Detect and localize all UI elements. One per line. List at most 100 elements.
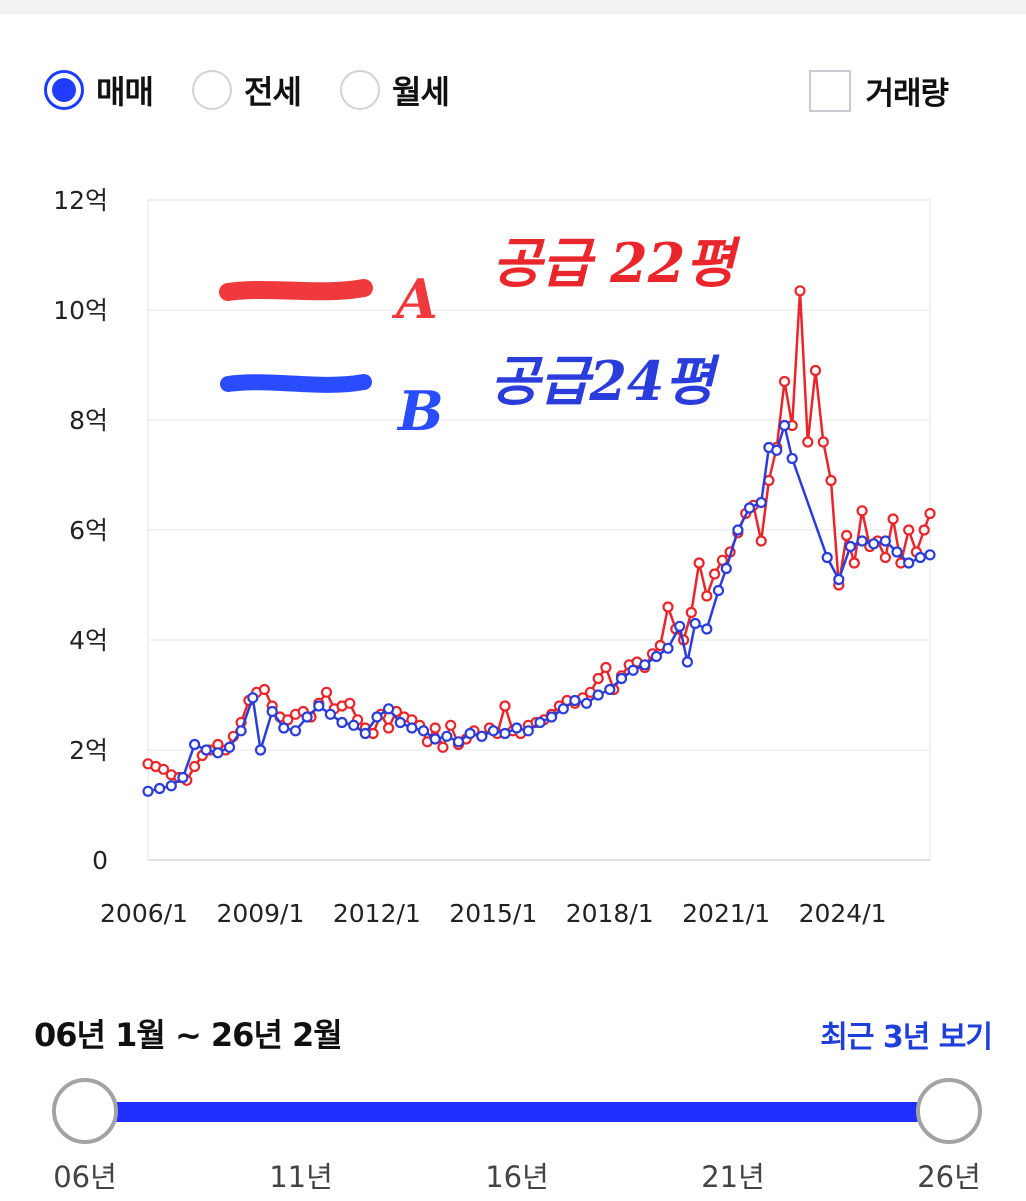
data-point bbox=[223, 741, 236, 753]
slider-year-label: 06년 bbox=[53, 1160, 117, 1194]
radio-monthly-rent-label: 월세 bbox=[392, 73, 450, 111]
data-point bbox=[359, 727, 371, 740]
price-line-chart: 0 2억 4억 6억 8억 10억 12억 2006/1 2009/1 2012/1 2015/1 2… bbox=[53, 186, 936, 928]
slider-year-label: 11년 bbox=[269, 1160, 333, 1194]
radio-sale-label: 매매 bbox=[96, 73, 154, 111]
date-range-slider[interactable] bbox=[52, 1078, 982, 1148]
data-point bbox=[771, 444, 783, 456]
data-point bbox=[142, 785, 154, 797]
data-point bbox=[200, 744, 212, 756]
data-point bbox=[592, 689, 604, 701]
data-point bbox=[681, 656, 694, 668]
data-point bbox=[522, 725, 534, 737]
data-point bbox=[487, 725, 499, 737]
status-bar-strip bbox=[0, 0, 1026, 14]
data-point bbox=[569, 694, 581, 707]
slider-year-label: 16년 bbox=[485, 1160, 549, 1194]
data-point bbox=[247, 692, 259, 704]
data-point bbox=[557, 703, 569, 715]
data-point bbox=[600, 661, 612, 674]
data-point bbox=[701, 623, 713, 635]
data-point bbox=[348, 719, 360, 731]
data-point bbox=[499, 727, 511, 740]
data-point bbox=[383, 703, 395, 715]
data-point bbox=[879, 535, 892, 547]
data-point bbox=[592, 672, 604, 685]
slider-year-label: 21년 bbox=[701, 1160, 765, 1194]
chart-filter-bar: 매매 전세 월세 거래량 bbox=[44, 62, 984, 118]
data-point bbox=[825, 474, 837, 487]
data-point bbox=[511, 722, 523, 734]
y-tick-label: 0 bbox=[92, 846, 108, 875]
data-point bbox=[712, 584, 725, 597]
slider-start-handle[interactable] bbox=[52, 1078, 118, 1144]
data-point bbox=[545, 711, 558, 723]
data-point bbox=[674, 620, 686, 632]
data-point bbox=[650, 650, 663, 663]
x-tick-label: 2012/1 bbox=[333, 899, 421, 928]
data-point bbox=[157, 763, 170, 775]
data-point bbox=[394, 716, 406, 729]
data-point bbox=[755, 496, 767, 509]
y-tick-label: 4억 bbox=[69, 626, 108, 655]
data-point bbox=[177, 771, 189, 784]
data-point bbox=[918, 524, 930, 536]
data-point bbox=[445, 719, 457, 731]
data-point bbox=[794, 285, 806, 297]
data-point bbox=[301, 711, 313, 723]
series-B bbox=[142, 419, 936, 797]
volume-checkbox-box[interactable] bbox=[809, 69, 852, 112]
recent-3-years-link[interactable]: 최근 3년 보기 bbox=[820, 1020, 993, 1055]
data-point bbox=[778, 419, 791, 432]
data-point bbox=[778, 375, 791, 388]
slider-track[interactable] bbox=[84, 1102, 950, 1122]
y-tick-label: 12억 bbox=[53, 186, 108, 215]
radio-monthly-rent-dot[interactable] bbox=[340, 70, 380, 110]
slider-end-handle[interactable] bbox=[916, 1078, 982, 1144]
y-tick-label: 10억 bbox=[53, 296, 108, 325]
data-point bbox=[701, 590, 713, 602]
data-point bbox=[452, 736, 465, 748]
data-point bbox=[924, 507, 936, 520]
data-point bbox=[924, 549, 936, 561]
data-point bbox=[278, 722, 290, 734]
data-point bbox=[755, 535, 767, 547]
x-tick-label: 2018/1 bbox=[566, 899, 654, 928]
data-point bbox=[189, 738, 201, 751]
volume-checkbox[interactable]: 거래량 bbox=[809, 68, 949, 113]
data-point bbox=[258, 683, 270, 696]
data-point bbox=[887, 513, 899, 525]
radio-monthly-rent[interactable]: 월세 bbox=[340, 66, 450, 114]
data-point bbox=[615, 672, 628, 685]
radio-sale-dot[interactable] bbox=[44, 70, 84, 110]
data-point bbox=[662, 642, 674, 654]
radio-jeonse-dot[interactable] bbox=[192, 70, 232, 110]
data-point bbox=[165, 780, 177, 792]
data-point bbox=[429, 722, 441, 734]
data-point bbox=[903, 557, 915, 569]
data-point bbox=[732, 524, 744, 536]
data-point bbox=[154, 782, 166, 795]
data-point bbox=[580, 697, 593, 709]
data-point bbox=[476, 730, 488, 742]
range-row: 06년 1월 ~ 26년 2월 최근 3년 보기 bbox=[34, 1006, 994, 1056]
data-point bbox=[689, 617, 701, 630]
radio-jeonse[interactable]: 전세 bbox=[192, 66, 302, 114]
series-line bbox=[147, 424, 931, 793]
data-point bbox=[817, 436, 829, 448]
data-point bbox=[604, 683, 616, 696]
x-tick-label: 2009/1 bbox=[216, 899, 304, 928]
data-point bbox=[879, 551, 892, 564]
data-point bbox=[802, 436, 814, 448]
data-point bbox=[212, 747, 224, 759]
radio-sale[interactable]: 매매 bbox=[44, 66, 154, 114]
data-point bbox=[903, 524, 915, 536]
data-point bbox=[856, 505, 868, 517]
data-point bbox=[627, 664, 639, 676]
data-point bbox=[840, 529, 853, 542]
data-point bbox=[437, 741, 449, 753]
data-point bbox=[891, 546, 903, 558]
data-point bbox=[254, 744, 267, 756]
data-point bbox=[708, 568, 721, 580]
data-point bbox=[720, 562, 732, 575]
